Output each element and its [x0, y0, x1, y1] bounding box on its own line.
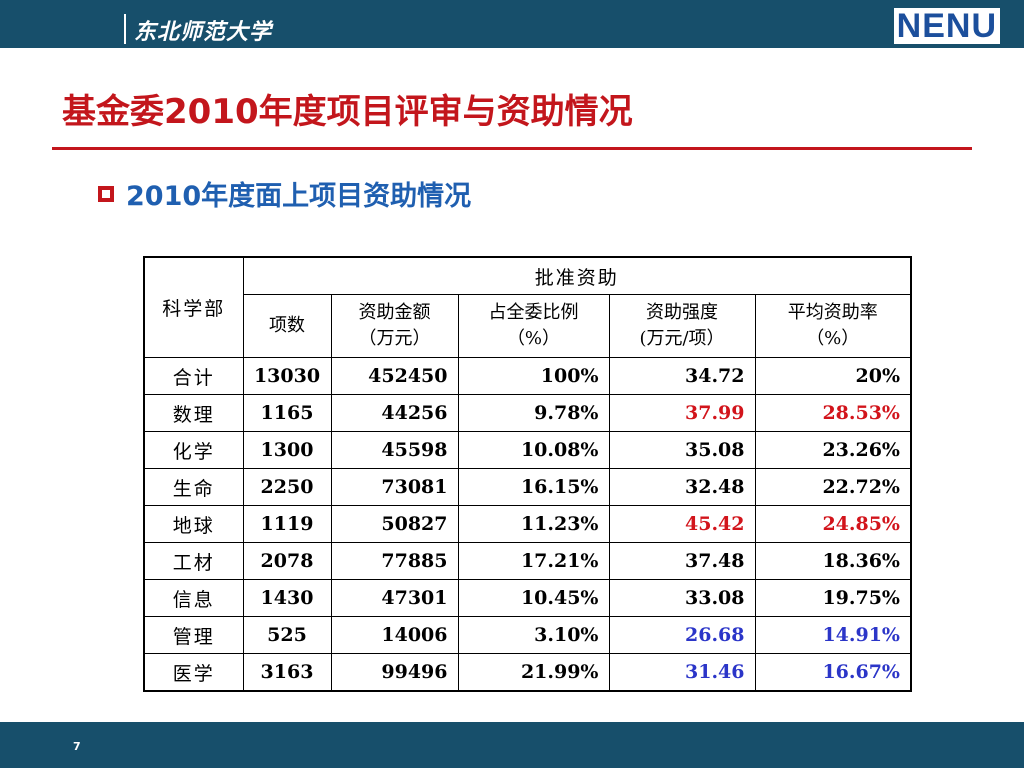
rate-cell: 24.85%: [754, 505, 912, 543]
header-approved-funding: 批准资助: [242, 256, 912, 295]
amount-cell: 47301: [330, 579, 459, 617]
rate-cell: 20%: [754, 357, 912, 395]
department-cell: 医学: [143, 653, 244, 692]
column-header: 资助强度 (万元/项）: [608, 294, 756, 358]
column-header-line: 占全委比例: [488, 302, 579, 323]
header-department: 科学部: [143, 256, 244, 358]
department-cell: 生命: [143, 468, 244, 506]
rate-cell: 22.72%: [754, 468, 912, 506]
table-row: 化学 1300 45598 10.08% 35.08 23.26%: [143, 431, 912, 469]
count-cell: 1165: [242, 394, 332, 432]
count-cell: 1119: [242, 505, 332, 543]
department-cell: 信息: [143, 579, 244, 617]
funding-table: 科学部 批准资助 项数 资助金额 （万元） 占全委比例 （%） 资助强度 (万元/项） 平均资…: [143, 256, 912, 692]
table-row: 地球 1119 50827 11.23% 45.42 24.85%: [143, 505, 912, 543]
header-bar: 东北师范大学 NENU: [0, 0, 1024, 48]
column-header-line: (万元/项）: [639, 328, 725, 349]
ratio-cell: 10.45%: [457, 579, 610, 617]
rate-cell: 28.53%: [754, 394, 912, 432]
intensity-cell: 45.42: [608, 505, 756, 543]
university-name: 东北师范大学: [134, 19, 273, 45]
rate-cell: 23.26%: [754, 431, 912, 469]
amount-cell: 77885: [330, 542, 459, 580]
rate-cell: 19.75%: [754, 579, 912, 617]
column-header: 平均资助率 （%）: [754, 294, 912, 358]
table-row: 数理 1165 44256 9.78% 37.99 28.53%: [143, 394, 912, 432]
square-bullet-icon: [98, 185, 114, 202]
department-cell: 数理: [143, 394, 244, 432]
rate-cell: 14.91%: [754, 616, 912, 654]
intensity-cell: 31.46: [608, 653, 756, 692]
count-cell: 2078: [242, 542, 332, 580]
header-separator: [124, 14, 126, 44]
amount-cell: 99496: [330, 653, 459, 692]
department-cell: 合计: [143, 357, 244, 395]
table-row: 信息 1430 47301 10.45% 33.08 19.75%: [143, 579, 912, 617]
column-header-line: （%）: [806, 328, 860, 349]
ratio-cell: 9.78%: [457, 394, 610, 432]
ratio-cell: 100%: [457, 357, 610, 395]
department-cell: 化学: [143, 431, 244, 469]
ratio-cell: 3.10%: [457, 616, 610, 654]
subtitle-line: 2010年度面上项目资助情况: [98, 174, 471, 213]
count-cell: 525: [242, 616, 332, 654]
column-header-line: 资助金额: [358, 302, 431, 323]
intensity-cell: 37.99: [608, 394, 756, 432]
amount-cell: 44256: [330, 394, 459, 432]
intensity-cell: 32.48: [608, 468, 756, 506]
column-header: 占全委比例 （%）: [457, 294, 610, 358]
ratio-cell: 21.99%: [457, 653, 610, 692]
department-cell: 工材: [143, 542, 244, 580]
amount-cell: 73081: [330, 468, 459, 506]
ratio-cell: 17.21%: [457, 542, 610, 580]
page-number: 7: [73, 740, 81, 753]
rate-cell: 16.67%: [754, 653, 912, 692]
amount-cell: 14006: [330, 616, 459, 654]
count-cell: 1300: [242, 431, 332, 469]
slide-title: 基金委2010年度项目评审与资助情况: [62, 92, 633, 132]
department-cell: 地球: [143, 505, 244, 543]
nenu-logo: NENU: [893, 8, 1000, 44]
column-header: 项数: [242, 294, 332, 358]
column-header-row: 项数 资助金额 （万元） 占全委比例 （%） 资助强度 (万元/项） 平均资助率 （%）: [144, 294, 912, 358]
column-header-line: （万元）: [358, 328, 431, 349]
subtitle-text: 2010年度面上项目资助情况: [126, 181, 472, 212]
footer-bar: 7: [0, 722, 1024, 768]
table-row: 医学 3163 99496 21.99% 31.46 16.67%: [143, 653, 912, 692]
ratio-cell: 11.23%: [457, 505, 610, 543]
column-header-line: 平均资助率: [787, 302, 878, 323]
column-header-line: 资助强度: [646, 302, 718, 323]
count-cell: 3163: [242, 653, 332, 692]
table-body: 合计 13030 452450 100% 34.72 20% 数理 1165 44256 9.78…: [143, 357, 912, 692]
amount-cell: 45598: [330, 431, 459, 469]
title-divider: [52, 147, 972, 150]
amount-cell: 452450: [330, 357, 459, 395]
table-row: 管理 525 14006 3.10% 26.68 14.91%: [143, 616, 912, 654]
column-header-line: （%）: [506, 328, 561, 349]
rate-cell: 18.36%: [754, 542, 912, 580]
intensity-cell: 35.08: [608, 431, 756, 469]
department-cell: 管理: [143, 616, 244, 654]
count-cell: 2250: [242, 468, 332, 506]
table-row: 工材 2078 77885 17.21% 37.48 18.36%: [143, 542, 912, 580]
ratio-cell: 16.15%: [457, 468, 610, 506]
column-header: 资助金额 （万元）: [330, 294, 459, 358]
intensity-cell: 33.08: [608, 579, 756, 617]
count-cell: 1430: [242, 579, 332, 617]
amount-cell: 50827: [330, 505, 459, 543]
column-header-line: 项数: [269, 315, 305, 336]
table-row: 合计 13030 452450 100% 34.72 20%: [143, 357, 912, 395]
intensity-cell: 37.48: [608, 542, 756, 580]
table-row: 生命 2250 73081 16.15% 32.48 22.72%: [143, 468, 912, 506]
ratio-cell: 10.08%: [457, 431, 610, 469]
intensity-cell: 34.72: [608, 357, 756, 395]
count-cell: 13030: [242, 357, 332, 395]
intensity-cell: 26.68: [608, 616, 756, 654]
